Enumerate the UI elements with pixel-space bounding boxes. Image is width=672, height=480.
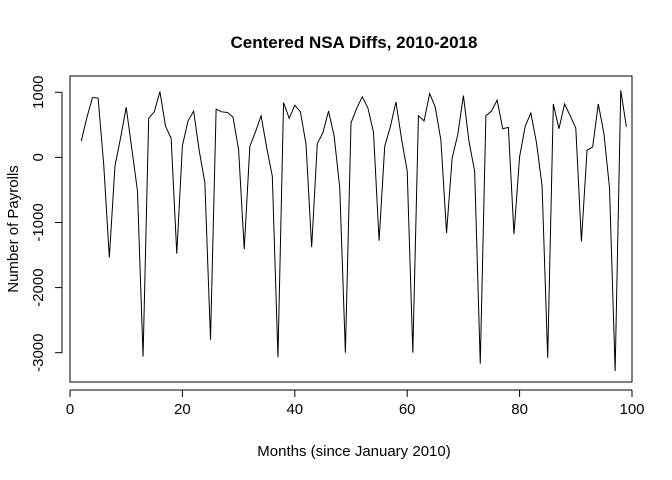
series-group xyxy=(80,90,627,371)
y-tick-label: 0 xyxy=(30,153,47,161)
x-axis: 0 20 40 60 80 100 xyxy=(66,389,645,418)
x-tick-label: 40 xyxy=(286,401,303,418)
chart-title: Centered NSA Diffs, 2010-2018 xyxy=(231,33,478,52)
x-axis-label: Months (since January 2010) xyxy=(257,443,450,460)
plot-frame xyxy=(69,75,633,383)
series-line xyxy=(80,90,627,371)
x-tick-label: 20 xyxy=(174,401,191,418)
x-tick-label: 100 xyxy=(619,401,644,418)
x-tick-label: 60 xyxy=(399,401,416,418)
y-tick-label: -2000 xyxy=(30,268,47,306)
x-tick-label: 0 xyxy=(66,401,74,418)
y-axis-label: Number of Payrolls xyxy=(5,165,22,293)
y-tick-label: -3000 xyxy=(30,334,47,372)
y-tick-label: -1000 xyxy=(30,203,47,241)
y-axis: -3000 -2000 -1000 0 1000 xyxy=(30,76,63,372)
x-tick-label: 80 xyxy=(511,401,528,418)
y-tick-label: 1000 xyxy=(30,76,47,109)
